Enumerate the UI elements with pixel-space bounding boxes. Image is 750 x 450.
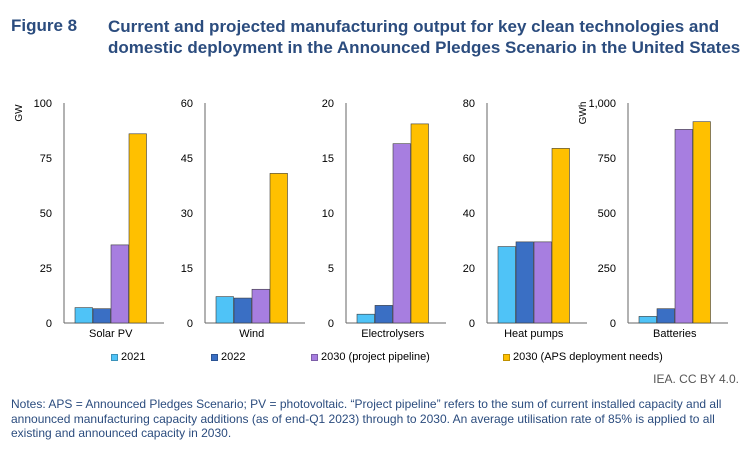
bar-2021: [215, 296, 234, 324]
bar-2022: [656, 308, 675, 324]
y-tick-label: 20: [322, 98, 334, 110]
chart-panel-solar-pv: 0 25 50 75 100 GW Solar PV: [14, 98, 164, 340]
bar-2030-pipeline: [674, 129, 693, 324]
bar-2021: [497, 246, 516, 324]
y-tick-label: 60: [463, 153, 475, 165]
figure-label: Figure 8: [11, 16, 78, 35]
y-tick-label: 50: [40, 208, 52, 220]
y-tick-label: 100: [34, 98, 52, 110]
legend-label-2022: 2022: [221, 351, 246, 363]
y-tick-label: 45: [181, 153, 193, 165]
y-tick-label: 250: [598, 263, 616, 275]
bar-2021: [638, 316, 657, 324]
y-tick-label: 25: [40, 263, 52, 275]
y-tick-label: 40: [463, 208, 475, 220]
source-credit: IEA. CC BY 4.0.: [653, 372, 739, 386]
y-tick-label: 60: [181, 98, 193, 110]
y-tick-label: 500: [598, 208, 616, 220]
y-tick-label: 750: [598, 153, 616, 165]
bar-2030-pipeline: [110, 244, 129, 324]
chart-notes: Notes: APS = Announced Pledges Scenario;…: [11, 397, 722, 440]
bar-2030-pipeline: [251, 288, 270, 324]
legend-item-2030-aps: 2030 (APS deployment needs): [503, 351, 663, 363]
y-tick-label: 30: [181, 208, 193, 220]
bar-2030-pipeline: [392, 143, 411, 324]
y-tick-label: 15: [181, 263, 193, 275]
y-tick-label: 0: [187, 318, 193, 330]
bar-2021: [356, 313, 375, 324]
x-category-label: Electrolysers: [361, 328, 424, 340]
x-category-label: Batteries: [653, 328, 697, 340]
bar-2022: [92, 308, 111, 324]
y-tick-label: 10: [322, 208, 334, 220]
legend-item-2022: 2022: [211, 351, 245, 363]
bar-2022: [233, 297, 252, 324]
bar-2021: [74, 307, 93, 324]
y-tick-label: 0: [610, 318, 616, 330]
legend-swatch-2030-aps: [503, 353, 510, 361]
bar-2022: [374, 305, 393, 324]
legend-swatch-2022: [211, 353, 218, 361]
chart-panel-electrolysers: 0 5 10 15 20 Electrolysers: [322, 98, 446, 340]
bar-2030-aps: [551, 148, 570, 324]
legend-label-2030-aps: 2030 (APS deployment needs): [513, 351, 663, 363]
legend-item-2021: 2021: [111, 351, 145, 363]
x-category-label: Solar PV: [89, 328, 133, 340]
bar-2030-aps: [128, 133, 147, 324]
y-tick-label: 5: [328, 263, 334, 275]
chart-title: Current and projected manufacturing outp…: [108, 17, 741, 57]
bar-2030-aps: [692, 121, 711, 324]
y-tick-label: 20: [463, 263, 475, 275]
y-axis-label: GW: [14, 104, 25, 122]
y-axis-label: GWh: [578, 102, 589, 125]
y-tick-label: 0: [469, 318, 475, 330]
y-tick-label: 0: [328, 318, 334, 330]
x-category-label: Heat pumps: [504, 328, 564, 340]
chart-panel-heat-pumps: 0 20 40 60 80 Heat pumps: [463, 98, 587, 340]
legend-label-2030-pipeline: 2030 (project pipeline): [321, 351, 430, 363]
legend-label-2021: 2021: [121, 351, 146, 363]
charts-area: 0 25 50 75 100 GW Solar PV 0 15 30 45 60 Wind 0 5 10 15 2…: [14, 98, 728, 340]
x-category-label: Wind: [239, 328, 264, 340]
y-tick-label: 75: [40, 153, 52, 165]
legend-swatch-2021: [111, 353, 118, 361]
legend-swatch-2030-pipeline: [311, 353, 318, 361]
y-tick-label: 1,000: [588, 98, 616, 110]
legend-item-2030-pipeline: 2030 (project pipeline): [311, 351, 430, 363]
y-tick-label: 80: [463, 98, 475, 110]
bar-2030-aps: [410, 123, 429, 324]
bar-2030-aps: [269, 173, 288, 324]
bar-2022: [515, 241, 534, 324]
y-tick-label: 15: [322, 153, 334, 165]
chart-panel-wind: 0 15 30 45 60 Wind: [181, 98, 305, 340]
legend: 2021 2022 2030 (project pipeline) 2030 (…: [0, 351, 750, 367]
y-tick-label: 0: [46, 318, 52, 330]
bar-2030-pipeline: [533, 241, 552, 324]
